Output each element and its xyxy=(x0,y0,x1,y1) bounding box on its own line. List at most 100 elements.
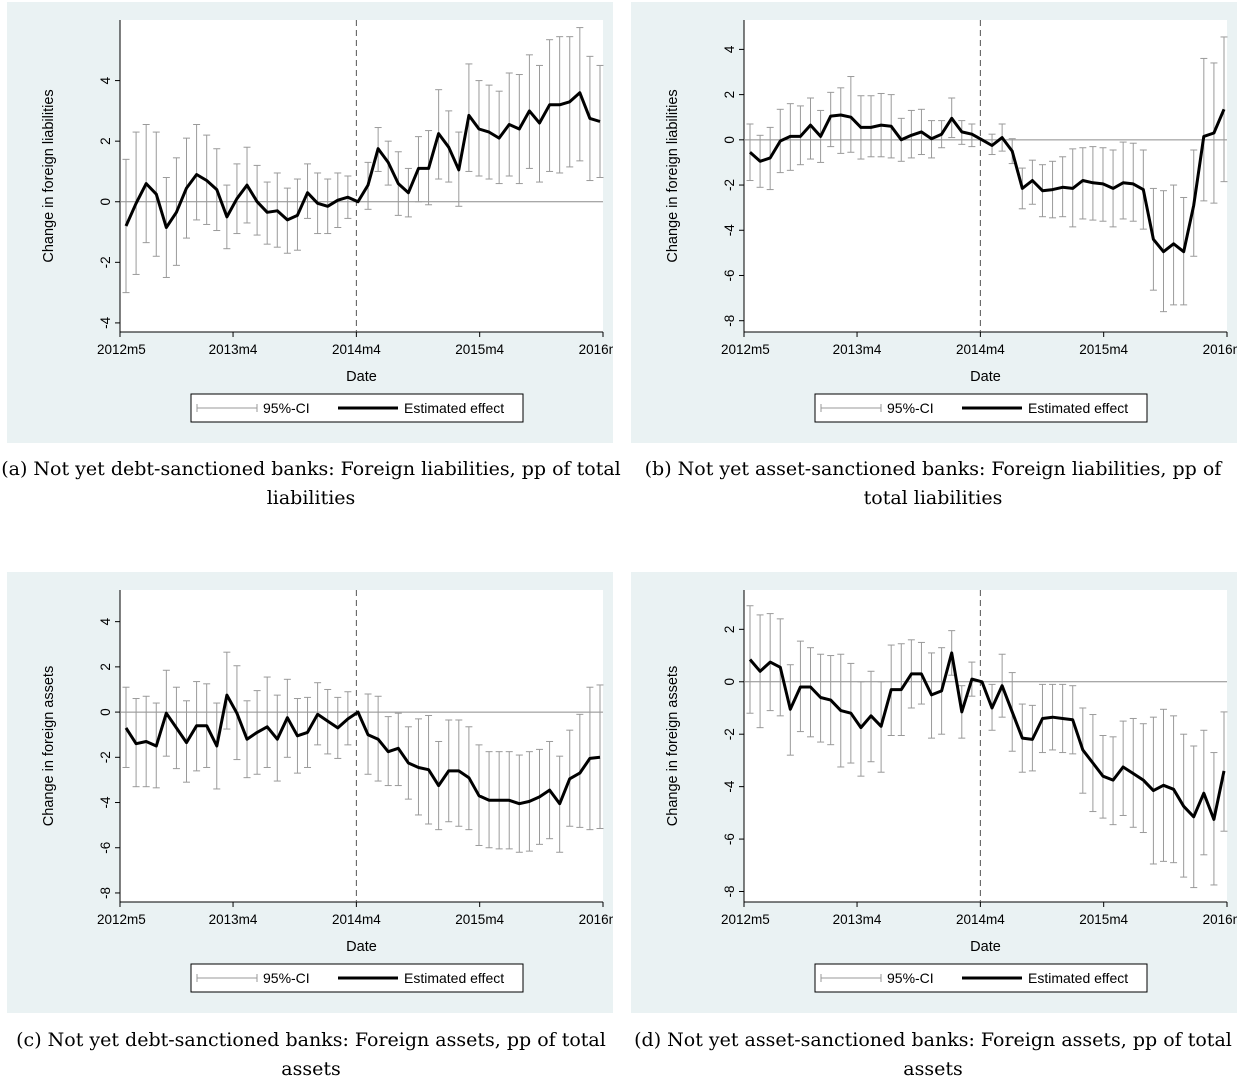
ci-bar xyxy=(847,76,855,153)
y-tick-label: 2 xyxy=(98,137,113,145)
legend-label-ci: 95%-CI xyxy=(263,400,310,416)
x-tick-label: 2012m5 xyxy=(721,342,770,357)
legend: 95%-CI Estimated effect xyxy=(190,393,524,423)
x-tick-label: 2015m4 xyxy=(455,912,504,927)
y-tick-label: -8 xyxy=(722,886,737,898)
chart-b: -8 -6 -4 -2 0 2 4 2012m5 2013m4 2014m4 2015m4 2016m… xyxy=(665,20,1237,423)
ci-bar xyxy=(455,719,463,827)
legend-label-ci: 95%-CI xyxy=(887,400,934,416)
chart-c: -8 -6 -4 -2 0 2 4 2012m5 2013m4 2014m4 2015m4 2016m… xyxy=(41,590,613,993)
panel-d: -8 -6 -4 -2 0 2 2012m5 2013m4 2014m4 2015m4 2016m4… xyxy=(631,572,1237,1013)
x-tick-label: 2015m4 xyxy=(455,342,504,357)
plot-area xyxy=(744,20,1227,332)
y-tick-label: 0 xyxy=(722,136,737,144)
ci-bar xyxy=(1200,57,1208,202)
ci-bar xyxy=(304,163,312,219)
ci-bar xyxy=(1119,141,1127,220)
legend-label-ci: 95%-CI xyxy=(887,970,934,986)
x-axis-title: Date xyxy=(346,939,377,955)
legend-label-ci: 95%-CI xyxy=(263,970,310,986)
plot-area xyxy=(120,20,603,332)
ci-bar xyxy=(1079,147,1087,220)
ci-bar xyxy=(122,686,130,768)
y-tick-label: 4 xyxy=(722,45,737,53)
y-tick-label: -6 xyxy=(98,842,113,854)
y-axis-title: Change in foreign liabilities xyxy=(41,89,57,262)
estimated-effect-line xyxy=(124,693,601,806)
y-tick-label: -6 xyxy=(722,269,737,281)
legend: 95%-CI Estimated effect xyxy=(814,963,1148,993)
x-tick-label: 2016m4 xyxy=(579,912,613,927)
y-tick-label: -4 xyxy=(722,780,737,792)
legend: 95%-CI Estimated effect xyxy=(190,963,524,993)
estimated-effect-line xyxy=(124,91,601,229)
y-tick-label: -8 xyxy=(722,315,737,327)
ci-bar xyxy=(1129,142,1137,222)
panel-c: -8 -6 -4 -2 0 2 4 2012m5 2013m4 2014m4 2015m4 2016m… xyxy=(7,572,613,1013)
y-tick-label: 2 xyxy=(98,663,113,671)
x-tick-label: 2015m4 xyxy=(1079,342,1128,357)
x-tick-label: 2013m4 xyxy=(833,912,882,927)
y-tick-label: 2 xyxy=(722,626,737,634)
x-tick-label: 2013m4 xyxy=(209,912,258,927)
y-tick-label: -8 xyxy=(98,887,113,899)
y-tick-label: -4 xyxy=(98,316,113,328)
y-axis-title: Change in foreign liabilities xyxy=(665,89,681,262)
panel-b: -8 -6 -4 -2 0 2 4 2012m5 2013m4 2014m4 2015m4 2016m… xyxy=(631,2,1237,443)
caption-b: (b) Not yet asset-sanctioned banks: Fore… xyxy=(644,458,1222,509)
panel-a: -4 -2 0 2 4 2012m5 2013m4 2014m4 2015m4 2016m4 Dat… xyxy=(7,2,613,443)
y-tick-label: -6 xyxy=(722,833,737,845)
y-tick-label: -4 xyxy=(722,224,737,236)
x-axis-title: Date xyxy=(346,369,377,385)
y-tick-label: -2 xyxy=(722,179,737,191)
caption-c: (c) Not yet debt-sanctioned banks: Forei… xyxy=(16,1029,606,1080)
y-tick-label: -4 xyxy=(98,796,113,808)
x-tick-label: 2016m4 xyxy=(1203,342,1237,357)
ci-bar xyxy=(596,684,604,830)
x-tick-label: 2012m5 xyxy=(721,912,770,927)
y-tick-label: 4 xyxy=(98,76,113,84)
ci-bar xyxy=(807,97,815,160)
x-tick-label: 2012m5 xyxy=(97,912,146,927)
plot-area xyxy=(120,590,603,902)
y-tick-label: 4 xyxy=(98,617,113,625)
legend-label-effect: Estimated effect xyxy=(1028,970,1128,986)
y-tick-label: 0 xyxy=(722,678,737,686)
plot-area xyxy=(744,590,1227,902)
y-tick-label: 2 xyxy=(722,91,737,99)
y-axis-title: Change in foreign assets xyxy=(665,666,681,826)
ci-bar xyxy=(837,87,845,154)
ci-bar xyxy=(223,651,231,730)
y-tick-label: 0 xyxy=(98,198,113,206)
x-axis-title: Date xyxy=(970,369,1001,385)
x-tick-label: 2014m4 xyxy=(956,342,1005,357)
y-tick-label: 0 xyxy=(98,708,113,716)
ci-bar xyxy=(746,123,754,182)
ci-bar xyxy=(263,676,271,768)
x-tick-label: 2014m4 xyxy=(332,342,381,357)
x-tick-label: 2012m5 xyxy=(97,342,146,357)
legend-label-effect: Estimated effect xyxy=(404,970,504,986)
x-tick-label: 2014m4 xyxy=(332,912,381,927)
x-tick-label: 2013m4 xyxy=(209,342,258,357)
legend-label-effect: Estimated effect xyxy=(1028,400,1128,416)
legend: 95%-CI Estimated effect xyxy=(814,393,1148,423)
x-tick-label: 2015m4 xyxy=(1079,912,1128,927)
ci-bar xyxy=(807,647,815,738)
estimated-effect-line xyxy=(748,651,1226,821)
y-axis-title: Change in foreign assets xyxy=(41,666,57,826)
y-tick-label: -2 xyxy=(98,751,113,763)
x-axis-title: Date xyxy=(970,939,1001,955)
x-tick-label: 2013m4 xyxy=(833,342,882,357)
ci-bar xyxy=(1139,723,1147,834)
chart-a: -4 -2 0 2 4 2012m5 2013m4 2014m4 2015m4 2016m4 Dat… xyxy=(41,20,613,423)
estimated-effect-line xyxy=(749,108,1226,254)
legend-label-effect: Estimated effect xyxy=(404,400,504,416)
caption-d: (d) Not yet asset-sanctioned banks: Fore… xyxy=(634,1029,1232,1080)
x-tick-label: 2016m4 xyxy=(1203,912,1237,927)
caption-a: (a) Not yet debt-sanctioned banks: Forei… xyxy=(1,458,621,509)
chart-d: -8 -6 -4 -2 0 2 2012m5 2013m4 2014m4 2015m4 2016m4… xyxy=(665,590,1237,993)
x-tick-label: 2016m4 xyxy=(579,342,613,357)
y-tick-label: -2 xyxy=(722,728,737,740)
y-tick-label: -2 xyxy=(98,256,113,268)
